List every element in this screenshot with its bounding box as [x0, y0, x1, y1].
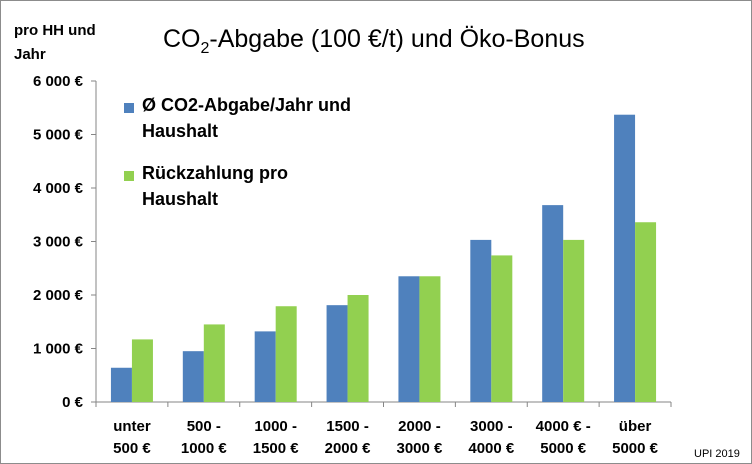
category-label: 500 - [187, 418, 221, 435]
category-label: 4000 € - [536, 418, 591, 435]
category-label: 1000 - [254, 418, 297, 435]
category-label: 2000 € [325, 440, 372, 457]
category-label: 3000 - [470, 418, 513, 435]
category-label: 500 € [113, 440, 151, 457]
y-tick-label: 4 000 € [33, 180, 84, 197]
y-axis-label-line1: pro HH und [14, 22, 96, 39]
chart-title-rest: -Abgabe (100 €/t) und Öko-Bonus [209, 25, 584, 53]
category-label: über [619, 418, 652, 435]
category-label: 1500 - [326, 418, 369, 435]
bar-co2-levy [182, 351, 204, 402]
bar-refund [131, 339, 153, 402]
legend: Ø CO2-Abgabe/Jahr und Haushalt Rückzahlung… [124, 95, 351, 209]
y-tick-label: 2 000 € [33, 287, 84, 304]
category-label: 5000 € [612, 440, 659, 457]
category-label: 1000 € [181, 440, 228, 457]
category-label: unter [113, 418, 151, 435]
legend-label: Rückzahlung pro [142, 163, 288, 183]
legend-swatch [124, 103, 134, 113]
chart-title-subscript: 2 [201, 40, 210, 57]
bar-co2-levy [470, 239, 492, 402]
legend-swatch [124, 171, 134, 181]
category-label: 4000 € [468, 440, 515, 457]
bar-refund [635, 222, 657, 402]
y-tick-labels: 0 € 1 000 € 2 000 € 3 000 € 4 000 € 5 000 € 6 … [33, 73, 84, 411]
legend-label: Haushalt [142, 189, 218, 209]
bar-refund [563, 239, 585, 402]
bar-co2-levy [398, 276, 420, 402]
y-tick-label: 6 000 € [33, 73, 84, 90]
legend-label: Ø CO2-Abgabe/Jahr und [142, 95, 351, 115]
y-axis-label-line2: Jahr [14, 46, 46, 63]
chart-title-main: CO [163, 25, 201, 53]
y-tick-label: 5 000 € [33, 127, 84, 144]
y-tick-label: 1 000 € [33, 341, 84, 358]
category-label: 5000 € [540, 440, 587, 457]
bar-co2-levy [254, 331, 276, 402]
bar-co2-levy [614, 114, 636, 402]
bar-co2-levy [542, 205, 564, 402]
legend-label: Haushalt [142, 121, 218, 141]
bar-refund [203, 324, 225, 402]
bar-refund [419, 276, 441, 402]
bar-co2-levy [326, 305, 348, 402]
category-label: 1500 € [253, 440, 300, 457]
category-label: 3000 € [396, 440, 443, 457]
credit-text: UPI 2019 [694, 448, 740, 460]
category-label: 2000 - [398, 418, 441, 435]
bars [110, 114, 657, 402]
bar-co2-levy [110, 367, 132, 402]
y-tick-label: 0 € [62, 394, 84, 411]
chart-title: CO2-Abgabe (100 €/t) und Öko-Bonus [163, 25, 585, 57]
bar-refund [275, 306, 297, 402]
y-tick-label: 3 000 € [33, 234, 84, 251]
bar-refund [491, 255, 513, 402]
bar-refund [347, 295, 369, 402]
category-labels: unter 500 € 500 - 1000 € 1000 - 1500 € 1500 - 2… [113, 418, 658, 457]
